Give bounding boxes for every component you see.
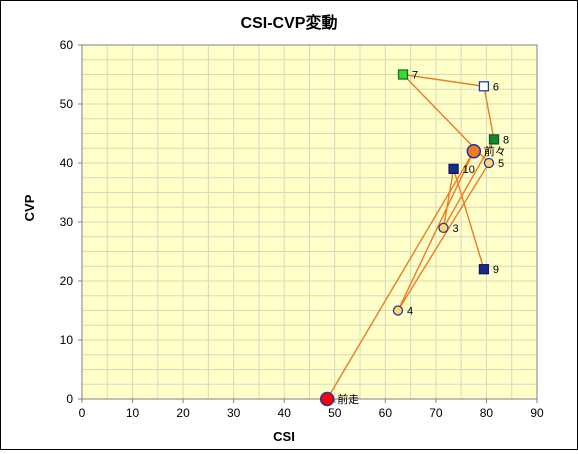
y-tick-label: 60 bbox=[60, 38, 74, 52]
data-label-5: 5 bbox=[498, 158, 504, 170]
data-label-前走: 前走 bbox=[337, 392, 359, 406]
data-point-7 bbox=[397, 69, 409, 80]
data-point-6 bbox=[478, 81, 490, 92]
x-tick-label: 60 bbox=[379, 406, 393, 420]
data-point-5 bbox=[483, 157, 495, 169]
data-label-4: 4 bbox=[407, 306, 413, 318]
y-tick-label: 20 bbox=[60, 274, 74, 288]
y-tick-label: 30 bbox=[60, 215, 74, 229]
x-tick-label: 80 bbox=[480, 406, 494, 420]
data-point-8 bbox=[488, 134, 500, 145]
data-label-7: 7 bbox=[412, 70, 418, 82]
data-point-前々 bbox=[466, 143, 482, 159]
data-point-4 bbox=[392, 305, 404, 316]
data-label-3: 3 bbox=[452, 223, 458, 235]
data-label-9: 9 bbox=[493, 264, 499, 276]
data-point-3 bbox=[438, 222, 449, 234]
x-tick-label: 30 bbox=[227, 406, 241, 420]
x-axis-label: CSI bbox=[273, 429, 295, 444]
y-tick-label: 40 bbox=[60, 156, 74, 170]
x-tick-label: 90 bbox=[530, 406, 544, 420]
data-point-10 bbox=[448, 163, 459, 175]
data-point-前走 bbox=[319, 391, 335, 407]
series-path-line bbox=[326, 73, 495, 400]
x-tick-label: 40 bbox=[278, 406, 292, 420]
data-label-8: 8 bbox=[503, 134, 509, 146]
x-tick-label: 10 bbox=[126, 406, 140, 420]
x-tick-label: 50 bbox=[328, 406, 342, 420]
chart-title: CSI-CVP変動 bbox=[241, 13, 338, 32]
y-tick-label: 0 bbox=[66, 392, 73, 406]
data-label-10: 10 bbox=[463, 164, 475, 176]
data-label-6: 6 bbox=[493, 81, 499, 93]
x-tick-label: 70 bbox=[429, 406, 443, 420]
data-label-前々: 前々 bbox=[484, 144, 506, 158]
x-tick-label: 0 bbox=[79, 406, 86, 420]
y-tick-label: 10 bbox=[60, 333, 74, 347]
data-point-9 bbox=[478, 264, 490, 275]
y-axis-label: CVP bbox=[22, 194, 37, 221]
x-tick-label: 20 bbox=[176, 406, 190, 420]
y-tick-label: 50 bbox=[60, 97, 74, 111]
